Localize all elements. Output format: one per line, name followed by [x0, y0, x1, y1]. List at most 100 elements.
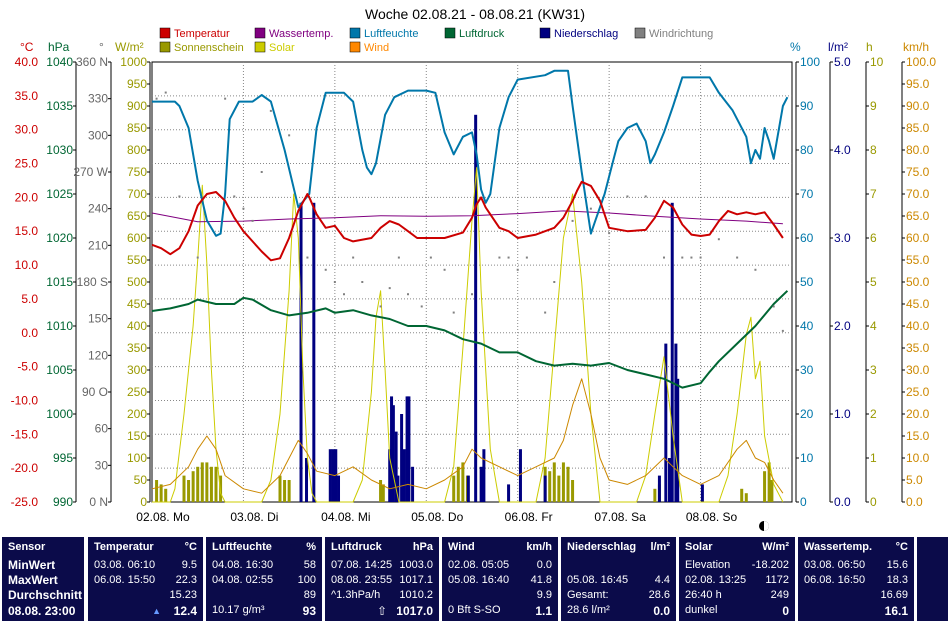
- axis-tick-label: 350: [127, 341, 147, 355]
- sunshine-bar: [571, 480, 575, 502]
- axis-tick-label: 1.0: [834, 407, 851, 421]
- wind-direction-dot: [333, 281, 336, 283]
- wind-direction-dot: [288, 134, 291, 137]
- axis-unit-label: hPa: [48, 40, 70, 54]
- temp-max-date: 06.08. 15:50: [94, 574, 156, 586]
- x-tick-label: 04.08. Mi: [321, 510, 370, 524]
- legend-swatch: [254, 27, 266, 39]
- precipitation-bar: [400, 414, 404, 502]
- precipitation-bar: [328, 449, 332, 502]
- axis-tick-label: 210: [88, 238, 108, 252]
- axis-tick-label: -15.0: [11, 427, 39, 441]
- axis-tick-label: 995: [53, 451, 73, 465]
- wind-direction-dot: [324, 268, 327, 271]
- axis-tick-label: 60: [95, 422, 109, 436]
- axis-tick-label: 0: [800, 495, 807, 509]
- precipitation-bar: [676, 378, 680, 502]
- axis-unit-label: W/m²: [115, 40, 144, 54]
- axis-unit-label: %: [790, 40, 801, 54]
- axis-tick-label: 90: [800, 99, 814, 113]
- x-tick-label: 03.08. Di: [230, 510, 278, 524]
- press-trend: ^1.3hPa/h: [331, 589, 381, 601]
- chart-lines: [151, 69, 789, 503]
- axis-tick-label: 50.0: [906, 275, 930, 289]
- sunshine-bar: [182, 475, 186, 502]
- axis-tick-label: 800: [127, 143, 147, 157]
- axis-tick-label: 1020: [46, 231, 73, 245]
- sunshine-bar: [196, 466, 200, 502]
- precipitation-bar: [670, 202, 674, 503]
- wind-unit: km/h: [526, 541, 552, 553]
- hum-unit: %: [306, 541, 316, 553]
- axis-tick-label: 35.0: [906, 341, 930, 355]
- solar-current: 0: [782, 604, 789, 618]
- hum-header: Luftfeuchte: [212, 541, 272, 553]
- water-current: 16.1: [884, 604, 908, 618]
- wind-direction-dot: [155, 97, 158, 100]
- axis-tick-label: 10.0: [15, 258, 39, 272]
- axis-tick-label: 20.0: [906, 407, 930, 421]
- rain-total: 28.6: [648, 589, 670, 601]
- axis-tick-label: 50: [134, 473, 148, 487]
- precipitation-bar: [507, 484, 511, 502]
- wind-direction-dot: [443, 268, 446, 271]
- precipitation-bar: [402, 449, 406, 502]
- sunshine-bar: [205, 462, 209, 502]
- axis-tick-label: 90 O: [82, 385, 108, 399]
- wind-min-date: 02.08. 05:05: [448, 559, 510, 571]
- water-min: 15.6: [886, 559, 908, 571]
- solar-max: 1172: [765, 574, 789, 586]
- wind-direction-dot: [379, 305, 382, 308]
- series-line-luftfeuchte: [152, 69, 789, 237]
- panel-wassertemp: Wassertemp. °C 03.08. 06:50 15.6 06.08. 1…: [798, 537, 914, 621]
- moon-phase-icon: [759, 521, 769, 531]
- axis-tick-label: 1025: [46, 187, 73, 201]
- legend-entry: Luftfeuchte: [364, 28, 418, 40]
- axis-tick-label: 1005: [46, 363, 73, 377]
- water-header: Wassertemp.: [804, 541, 873, 553]
- precipitation-bar: [390, 396, 394, 502]
- legend-swatch: [159, 27, 171, 39]
- wind-direction-dot: [736, 256, 739, 259]
- axis-tick-label: 900: [127, 99, 147, 113]
- rain-unit: l/m²: [650, 541, 670, 553]
- x-tick-label: 06.08. Fr: [505, 510, 553, 524]
- solar-unit: W/m²: [762, 541, 789, 553]
- sunshine-bar: [283, 480, 287, 502]
- axis-tick-label: 30.0: [906, 363, 930, 377]
- legend-entry: Luftdruck: [459, 28, 505, 40]
- precipitation-bar: [466, 475, 470, 502]
- temp-min: 9.5: [181, 559, 197, 571]
- axis-tick-label: 650: [127, 209, 147, 223]
- axis-tick-label: 300: [88, 128, 108, 142]
- solar-elevation: -18.202: [751, 559, 789, 571]
- precipitation-bar: [312, 202, 316, 503]
- axis-tick-label: 6: [870, 231, 877, 245]
- axis-tick-label: 100.0: [906, 55, 936, 69]
- axis-tick-label: 100: [127, 451, 147, 465]
- hum-absolute: 10.17 g/m³: [212, 604, 265, 616]
- axis-tick-label: 5.0: [834, 55, 851, 69]
- precipitation-bar: [667, 458, 671, 502]
- axis-tick-label: 3: [870, 363, 877, 377]
- water-avg: 16.69: [880, 589, 908, 601]
- sunshine-bar: [461, 462, 465, 502]
- axis-tick-label: -25.0: [11, 495, 39, 509]
- axis-tick-label: 950: [127, 77, 147, 91]
- x-tick-label: 08.08. So: [686, 510, 738, 524]
- rain-total-label: Gesamt:: [567, 589, 609, 601]
- legend-swatch: [634, 27, 646, 39]
- wind-direction-dot: [498, 256, 501, 259]
- sunshine-bar: [187, 480, 191, 502]
- axis-tick-label: 15.0: [906, 429, 930, 443]
- precipitation-bar: [657, 475, 661, 502]
- sunshine-bar: [456, 466, 460, 502]
- axis-tick-label: 0.0: [21, 326, 38, 340]
- temp-min-date: 03.08. 06:10: [94, 559, 156, 571]
- axis-tick-label: 4: [870, 319, 877, 333]
- axis-tick-label: 400: [127, 319, 147, 333]
- panel-filler: [917, 537, 948, 621]
- axis-tick-label: 150: [88, 312, 108, 326]
- axis-tick-label: 20: [800, 407, 814, 421]
- precipitation-bar: [299, 202, 303, 503]
